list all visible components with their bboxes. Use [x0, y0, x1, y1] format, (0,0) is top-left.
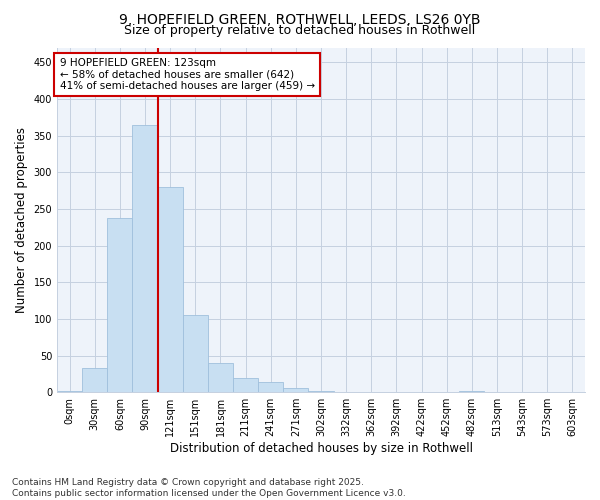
Bar — [283, 388, 308, 392]
Text: 9 HOPEFIELD GREEN: 123sqm
← 58% of detached houses are smaller (642)
41% of semi: 9 HOPEFIELD GREEN: 123sqm ← 58% of detac… — [59, 58, 315, 91]
Text: 9, HOPEFIELD GREEN, ROTHWELL, LEEDS, LS26 0YB: 9, HOPEFIELD GREEN, ROTHWELL, LEEDS, LS2… — [119, 12, 481, 26]
Bar — [57, 390, 82, 392]
Bar — [133, 124, 158, 392]
Bar — [208, 363, 233, 392]
Bar — [158, 187, 183, 392]
Text: Contains HM Land Registry data © Crown copyright and database right 2025.
Contai: Contains HM Land Registry data © Crown c… — [12, 478, 406, 498]
X-axis label: Distribution of detached houses by size in Rothwell: Distribution of detached houses by size … — [170, 442, 473, 455]
Text: Size of property relative to detached houses in Rothwell: Size of property relative to detached ho… — [124, 24, 476, 37]
Bar — [308, 390, 334, 392]
Bar — [233, 378, 258, 392]
Y-axis label: Number of detached properties: Number of detached properties — [15, 127, 28, 313]
Bar — [82, 368, 107, 392]
Bar — [258, 382, 283, 392]
Bar — [107, 218, 133, 392]
Bar — [183, 315, 208, 392]
